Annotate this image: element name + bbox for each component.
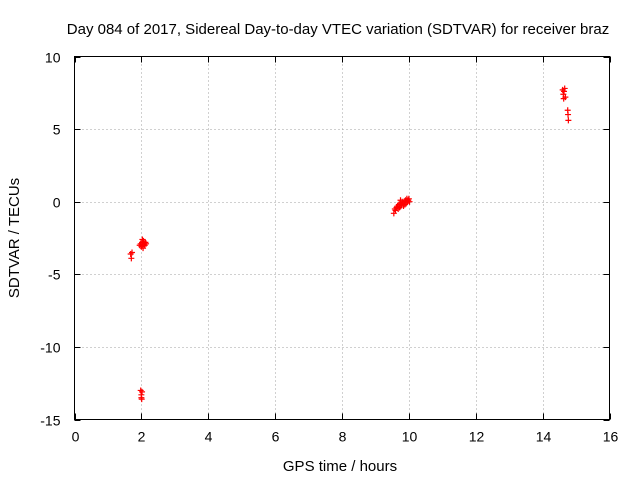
x-tick-label: 12 — [469, 429, 485, 445]
x-tick-label: 6 — [272, 429, 280, 445]
y-axis-label: SDTVAR / TECUs — [6, 178, 23, 298]
data-point-plus — [127, 250, 134, 257]
x-axis-label: GPS time / hours — [283, 458, 397, 475]
y-tick-label: 0 — [53, 195, 61, 211]
y-tick-label: 5 — [53, 122, 61, 138]
grid-lines — [74, 56, 610, 420]
x-tick-label: 14 — [536, 429, 552, 445]
data-point-plus — [561, 88, 568, 95]
data-point-plus — [139, 236, 146, 243]
axis-tick-labels: 0 2 4 6 8 10 12 14 16 -15 -10 -5 0 5 10 — [40, 50, 618, 445]
plot-frame — [74, 56, 610, 420]
data-point-plus — [137, 387, 144, 394]
y-tick-label: -10 — [40, 340, 60, 356]
data-point-plus — [128, 255, 135, 262]
data-point-plus — [143, 240, 150, 247]
data-point-plus — [561, 85, 568, 92]
axis-ticks — [74, 56, 611, 421]
y-tick-label: 10 — [45, 50, 61, 66]
data-point-plus — [139, 388, 146, 395]
data-point-plus — [560, 95, 567, 102]
data-point-plus — [565, 117, 572, 124]
y-tick-label: -15 — [40, 413, 60, 429]
x-tick-label: 16 — [603, 429, 619, 445]
data-point-plus — [405, 195, 412, 202]
x-tick-label: 10 — [402, 429, 418, 445]
x-tick-label: 0 — [72, 429, 80, 445]
data-points — [127, 85, 572, 403]
data-point-plus — [565, 111, 572, 118]
x-tick-label: 2 — [138, 429, 146, 445]
data-point-plus — [397, 197, 404, 204]
y-tick-label: -5 — [48, 267, 61, 283]
data-point-plus — [129, 249, 136, 256]
data-point-plus — [138, 394, 145, 401]
data-point-plus — [140, 245, 147, 252]
x-tick-label: 8 — [339, 429, 347, 445]
data-point-plus — [406, 198, 413, 205]
x-tick-label: 4 — [205, 429, 213, 445]
chart-title: Day 084 of 2017, Sidereal Day-to-day VTE… — [67, 21, 609, 38]
